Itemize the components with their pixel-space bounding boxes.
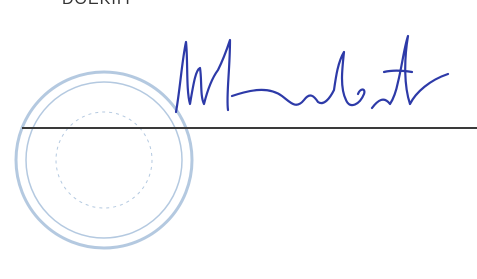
signature-stroke xyxy=(176,40,230,112)
stamp-outer-ring xyxy=(16,72,192,248)
stamp xyxy=(16,72,192,248)
page: DOEKIIY (() => { const data = JSON.parse… xyxy=(0,0,477,279)
stamp-inner-ring xyxy=(26,82,182,238)
stamp-center-ring xyxy=(56,112,152,208)
signature-stroke xyxy=(384,71,412,73)
document-scan xyxy=(0,0,477,279)
signature-stroke xyxy=(232,52,364,105)
signature xyxy=(176,36,448,112)
